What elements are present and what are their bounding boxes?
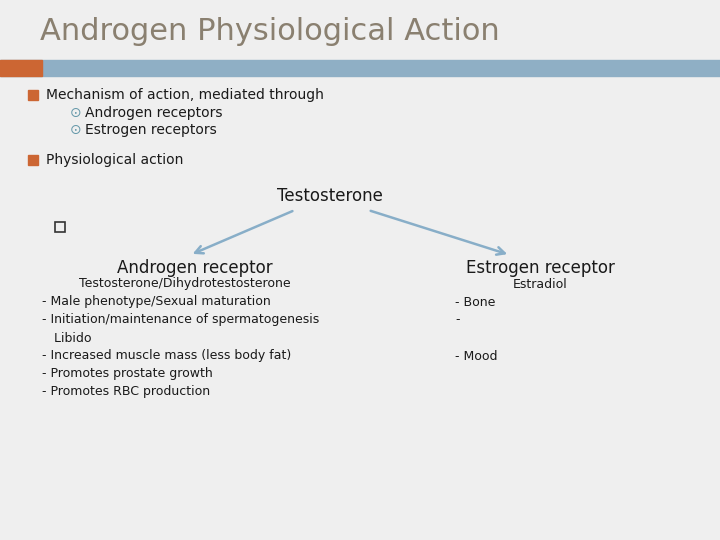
Bar xyxy=(0,60,720,76)
Text: Testosterone: Testosterone xyxy=(277,187,383,205)
Text: - Initiation/maintenance of spermatogenesis: - Initiation/maintenance of spermatogene… xyxy=(42,314,319,327)
Text: - Mood: - Mood xyxy=(455,349,498,362)
Bar xyxy=(0,60,42,76)
Text: Estrogen receptor: Estrogen receptor xyxy=(466,259,614,277)
Bar xyxy=(28,155,38,165)
Text: Androgen receptors: Androgen receptors xyxy=(85,106,222,120)
Text: - Bone: - Bone xyxy=(455,295,495,308)
Text: -: - xyxy=(455,314,459,327)
Text: Testosterone/Dihydrotestosterone: Testosterone/Dihydrotestosterone xyxy=(79,278,291,291)
Text: ⊙: ⊙ xyxy=(70,123,81,137)
Text: Androgen Physiological Action: Androgen Physiological Action xyxy=(40,17,500,46)
Bar xyxy=(28,90,38,100)
Text: - Male phenotype/Sexual maturation: - Male phenotype/Sexual maturation xyxy=(42,295,271,308)
Text: ⊙: ⊙ xyxy=(70,106,81,120)
Text: - Promotes RBC production: - Promotes RBC production xyxy=(42,386,210,399)
Text: - Increased muscle mass (less body fat): - Increased muscle mass (less body fat) xyxy=(42,349,292,362)
Text: Physiological action: Physiological action xyxy=(46,153,184,167)
Text: Mechanism of action, mediated through: Mechanism of action, mediated through xyxy=(46,88,324,102)
Text: - Promotes prostate growth: - Promotes prostate growth xyxy=(42,368,212,381)
Text: Estradiol: Estradiol xyxy=(513,278,567,291)
Text: Androgen receptor: Androgen receptor xyxy=(117,259,273,277)
Bar xyxy=(55,222,65,232)
Text: Estrogen receptors: Estrogen receptors xyxy=(85,123,217,137)
Text: Libido: Libido xyxy=(42,332,91,345)
